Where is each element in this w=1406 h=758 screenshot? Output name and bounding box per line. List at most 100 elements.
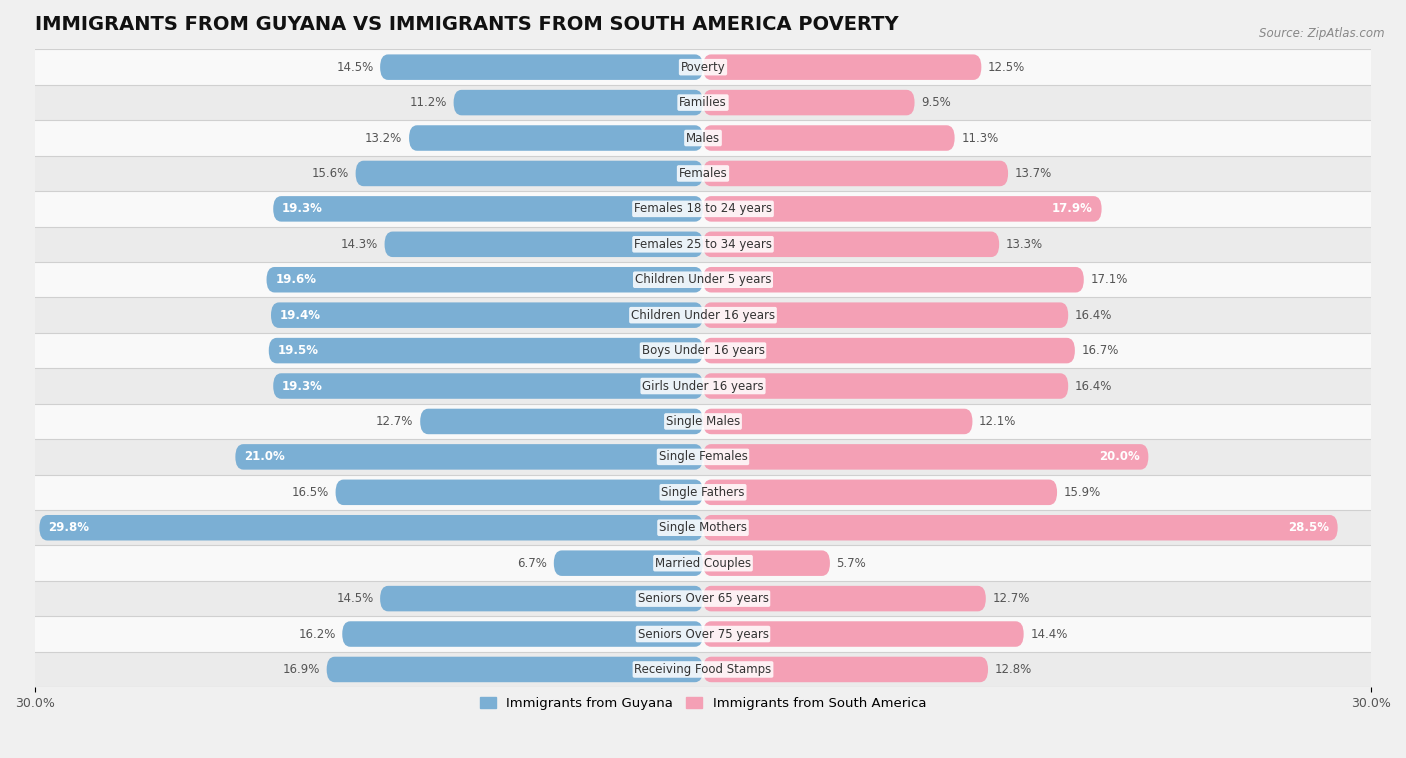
Text: 12.7%: 12.7% bbox=[377, 415, 413, 428]
Text: 12.7%: 12.7% bbox=[993, 592, 1029, 605]
FancyBboxPatch shape bbox=[703, 444, 1149, 470]
Text: 17.9%: 17.9% bbox=[1052, 202, 1092, 215]
FancyBboxPatch shape bbox=[703, 125, 955, 151]
Text: Single Males: Single Males bbox=[666, 415, 740, 428]
Text: 29.8%: 29.8% bbox=[48, 522, 90, 534]
Text: Receiving Food Stamps: Receiving Food Stamps bbox=[634, 663, 772, 676]
Text: 19.5%: 19.5% bbox=[277, 344, 319, 357]
Text: 14.4%: 14.4% bbox=[1031, 628, 1067, 641]
Text: Girls Under 16 years: Girls Under 16 years bbox=[643, 380, 763, 393]
Text: 16.9%: 16.9% bbox=[283, 663, 321, 676]
Legend: Immigrants from Guyana, Immigrants from South America: Immigrants from Guyana, Immigrants from … bbox=[475, 692, 931, 716]
Bar bbox=[35, 475, 1371, 510]
FancyBboxPatch shape bbox=[703, 161, 1008, 186]
FancyBboxPatch shape bbox=[385, 231, 703, 257]
Text: 15.6%: 15.6% bbox=[312, 167, 349, 180]
Bar bbox=[35, 439, 1371, 475]
Text: 16.5%: 16.5% bbox=[291, 486, 329, 499]
Text: 20.0%: 20.0% bbox=[1098, 450, 1139, 463]
FancyBboxPatch shape bbox=[703, 409, 973, 434]
FancyBboxPatch shape bbox=[454, 90, 703, 115]
Text: Single Females: Single Females bbox=[658, 450, 748, 463]
FancyBboxPatch shape bbox=[273, 373, 703, 399]
Bar bbox=[35, 404, 1371, 439]
FancyBboxPatch shape bbox=[409, 125, 703, 151]
Text: Boys Under 16 years: Boys Under 16 years bbox=[641, 344, 765, 357]
Text: Children Under 16 years: Children Under 16 years bbox=[631, 309, 775, 321]
Text: 13.7%: 13.7% bbox=[1015, 167, 1052, 180]
Text: Females 18 to 24 years: Females 18 to 24 years bbox=[634, 202, 772, 215]
Text: 6.7%: 6.7% bbox=[517, 556, 547, 570]
Bar bbox=[35, 191, 1371, 227]
FancyBboxPatch shape bbox=[703, 302, 1069, 328]
Bar bbox=[35, 155, 1371, 191]
Text: Source: ZipAtlas.com: Source: ZipAtlas.com bbox=[1260, 27, 1385, 39]
Text: 11.2%: 11.2% bbox=[409, 96, 447, 109]
Text: 16.2%: 16.2% bbox=[298, 628, 336, 641]
Text: Males: Males bbox=[686, 132, 720, 145]
Text: 19.4%: 19.4% bbox=[280, 309, 321, 321]
FancyBboxPatch shape bbox=[703, 656, 988, 682]
Text: 16.7%: 16.7% bbox=[1081, 344, 1119, 357]
FancyBboxPatch shape bbox=[273, 196, 703, 221]
FancyBboxPatch shape bbox=[269, 338, 703, 363]
FancyBboxPatch shape bbox=[703, 480, 1057, 505]
Text: 9.5%: 9.5% bbox=[921, 96, 950, 109]
Text: Children Under 5 years: Children Under 5 years bbox=[634, 273, 772, 287]
Bar bbox=[35, 297, 1371, 333]
Text: Females: Females bbox=[679, 167, 727, 180]
Bar bbox=[35, 262, 1371, 297]
Text: 16.4%: 16.4% bbox=[1076, 309, 1112, 321]
FancyBboxPatch shape bbox=[380, 586, 703, 612]
FancyBboxPatch shape bbox=[380, 55, 703, 80]
FancyBboxPatch shape bbox=[271, 302, 703, 328]
Bar bbox=[35, 616, 1371, 652]
FancyBboxPatch shape bbox=[39, 515, 703, 540]
Text: 19.6%: 19.6% bbox=[276, 273, 316, 287]
Text: Married Couples: Married Couples bbox=[655, 556, 751, 570]
FancyBboxPatch shape bbox=[703, 515, 1337, 540]
FancyBboxPatch shape bbox=[336, 480, 703, 505]
FancyBboxPatch shape bbox=[235, 444, 703, 470]
Text: Seniors Over 65 years: Seniors Over 65 years bbox=[637, 592, 769, 605]
Bar bbox=[35, 333, 1371, 368]
FancyBboxPatch shape bbox=[420, 409, 703, 434]
Bar bbox=[35, 546, 1371, 581]
FancyBboxPatch shape bbox=[703, 586, 986, 612]
FancyBboxPatch shape bbox=[703, 196, 1102, 221]
Text: Families: Families bbox=[679, 96, 727, 109]
FancyBboxPatch shape bbox=[356, 161, 703, 186]
FancyBboxPatch shape bbox=[703, 550, 830, 576]
FancyBboxPatch shape bbox=[703, 338, 1076, 363]
FancyBboxPatch shape bbox=[703, 231, 1000, 257]
Text: 19.3%: 19.3% bbox=[283, 380, 323, 393]
Text: 13.2%: 13.2% bbox=[366, 132, 402, 145]
Text: 14.5%: 14.5% bbox=[336, 61, 374, 74]
FancyBboxPatch shape bbox=[703, 90, 914, 115]
Text: Single Mothers: Single Mothers bbox=[659, 522, 747, 534]
Bar bbox=[35, 510, 1371, 546]
FancyBboxPatch shape bbox=[703, 267, 1084, 293]
Text: 11.3%: 11.3% bbox=[962, 132, 998, 145]
Text: 17.1%: 17.1% bbox=[1091, 273, 1128, 287]
Text: 21.0%: 21.0% bbox=[245, 450, 285, 463]
Bar bbox=[35, 652, 1371, 688]
Text: 19.3%: 19.3% bbox=[283, 202, 323, 215]
Bar bbox=[35, 85, 1371, 121]
Text: 16.4%: 16.4% bbox=[1076, 380, 1112, 393]
Bar bbox=[35, 49, 1371, 85]
Bar bbox=[35, 368, 1371, 404]
Text: Single Fathers: Single Fathers bbox=[661, 486, 745, 499]
FancyBboxPatch shape bbox=[342, 622, 703, 647]
FancyBboxPatch shape bbox=[703, 622, 1024, 647]
Text: 15.9%: 15.9% bbox=[1064, 486, 1101, 499]
FancyBboxPatch shape bbox=[703, 55, 981, 80]
Bar bbox=[35, 121, 1371, 155]
Text: Seniors Over 75 years: Seniors Over 75 years bbox=[637, 628, 769, 641]
Text: 14.3%: 14.3% bbox=[340, 238, 378, 251]
Text: 12.5%: 12.5% bbox=[988, 61, 1025, 74]
Bar bbox=[35, 227, 1371, 262]
Text: 12.8%: 12.8% bbox=[994, 663, 1032, 676]
Text: 28.5%: 28.5% bbox=[1288, 522, 1329, 534]
FancyBboxPatch shape bbox=[703, 373, 1069, 399]
